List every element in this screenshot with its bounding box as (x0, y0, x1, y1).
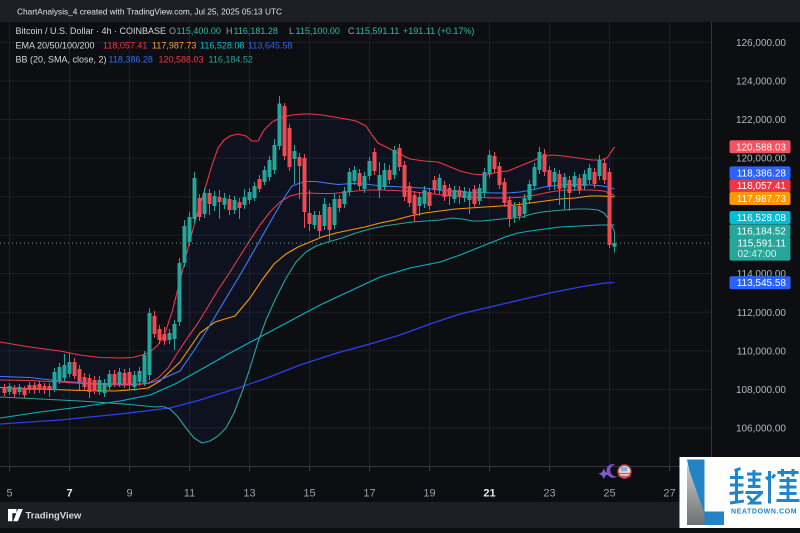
svg-text:BB (20, SMA, close, 2): BB (20, SMA, close, 2) (16, 55, 107, 65)
svg-text:120,588.03: 120,588.03 (159, 55, 204, 65)
svg-text:113,545.58: 113,545.58 (737, 278, 787, 289)
svg-text:11: 11 (184, 488, 195, 500)
svg-text:15: 15 (303, 488, 315, 500)
svg-text:106,000.00: 106,000.00 (736, 424, 786, 435)
svg-text:108,000.00: 108,000.00 (736, 385, 786, 396)
svg-text:113,645.58: 113,645.58 (248, 40, 292, 50)
svg-text:117,987.73: 117,987.73 (152, 40, 196, 50)
svg-text:110,000.00: 110,000.00 (737, 346, 787, 357)
svg-text:118,386.28: 118,386.28 (109, 55, 153, 65)
svg-text:9: 9 (126, 488, 132, 500)
svg-text:NEATDOWN.COM: NEATDOWN.COM (731, 509, 797, 516)
svg-text:115,100.00: 115,100.00 (296, 26, 340, 36)
svg-text:19: 19 (423, 488, 435, 500)
svg-text:O: O (169, 26, 176, 36)
svg-text:7: 7 (66, 488, 72, 500)
svg-text:ChartAnalysis_4 created with T: ChartAnalysis_4 created with TradingView… (17, 7, 282, 17)
svg-text:120,588.03: 120,588.03 (736, 142, 786, 153)
svg-text:+191.11 (+0.17%): +191.11 (+0.17%) (403, 26, 474, 36)
svg-text:H: H (226, 26, 233, 36)
svg-text:EMA 20/50/100/200: EMA 20/50/100/200 (16, 40, 95, 50)
svg-text:116,528.08: 116,528.08 (200, 40, 244, 50)
svg-text:02:47:00: 02:47:00 (738, 249, 777, 260)
svg-text:L: L (289, 26, 294, 36)
svg-text:118,057.41: 118,057.41 (737, 181, 787, 192)
svg-text:118,386.28: 118,386.28 (737, 168, 787, 179)
svg-text:25: 25 (603, 488, 615, 500)
svg-text:13: 13 (243, 488, 255, 500)
svg-text:126,000.00: 126,000.00 (736, 38, 786, 49)
svg-text:115,591.11: 115,591.11 (737, 239, 786, 250)
svg-text:120,000.00: 120,000.00 (736, 154, 786, 165)
svg-text:Bitcoin / U.S. Dollar · 4h · C: Bitcoin / U.S. Dollar · 4h · COINBASE (16, 26, 167, 36)
svg-text:116,184.52: 116,184.52 (209, 55, 253, 65)
svg-text:116,184.52: 116,184.52 (737, 226, 787, 237)
svg-text:122,000.00: 122,000.00 (736, 115, 786, 126)
svg-text:TradingView: TradingView (26, 511, 82, 522)
svg-text:21: 21 (483, 488, 495, 500)
svg-text:115,591.11: 115,591.11 (356, 26, 400, 36)
svg-text:118,057.41: 118,057.41 (103, 40, 147, 50)
svg-text:124,000.00: 124,000.00 (736, 77, 786, 88)
svg-text:115,400.00: 115,400.00 (177, 26, 221, 36)
svg-text:23: 23 (543, 488, 555, 500)
svg-text:112,000.00: 112,000.00 (737, 308, 787, 319)
svg-text:116,181.28: 116,181.28 (234, 26, 278, 36)
svg-text:17: 17 (363, 488, 375, 500)
svg-text:C: C (348, 26, 355, 36)
svg-text:27: 27 (663, 488, 675, 500)
svg-text:117,987.73: 117,987.73 (737, 194, 787, 205)
svg-text:116,528.08: 116,528.08 (737, 213, 787, 224)
svg-text:5: 5 (6, 488, 12, 500)
